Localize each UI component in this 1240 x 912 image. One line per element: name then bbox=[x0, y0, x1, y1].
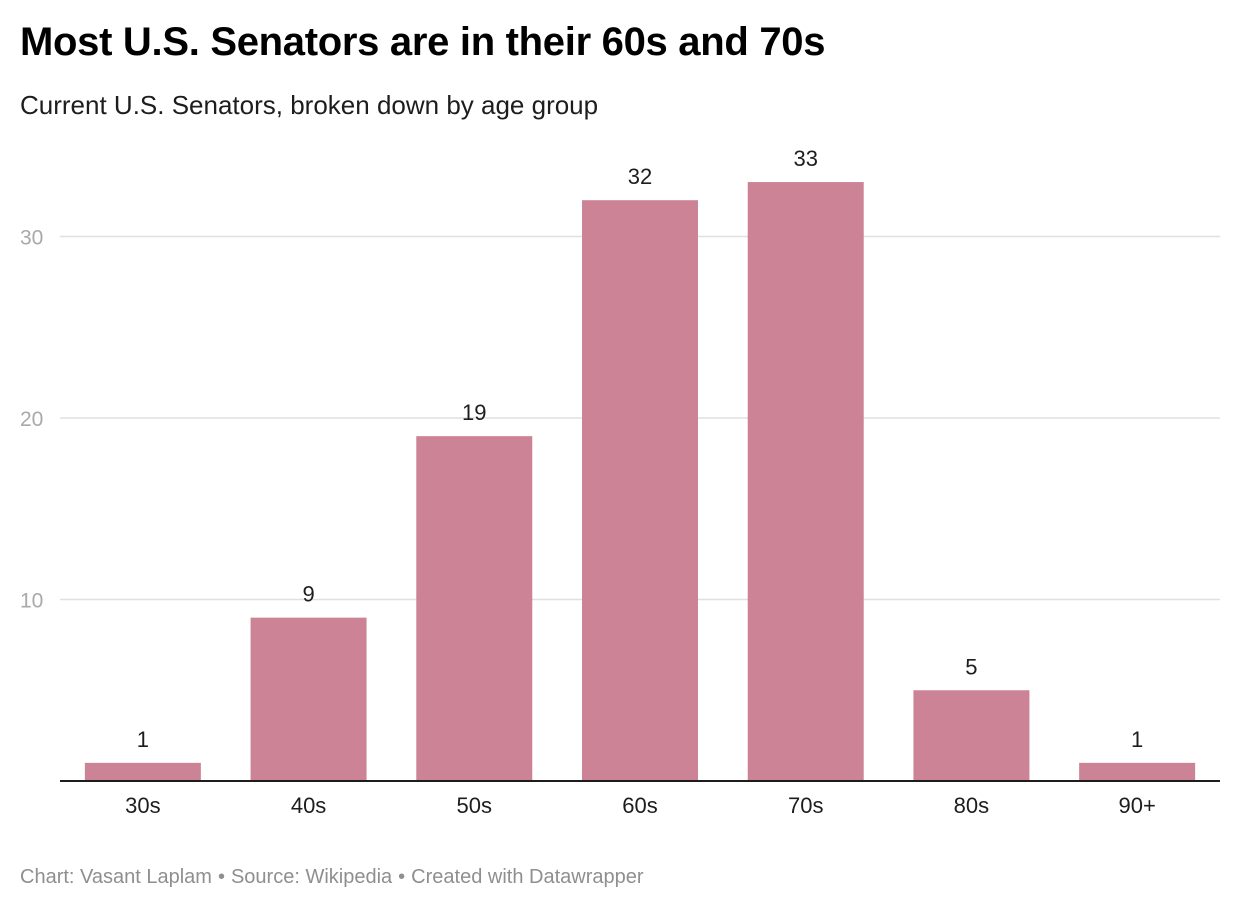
x-tick-label: 70s bbox=[788, 793, 823, 818]
data-label: 32 bbox=[628, 164, 652, 189]
bar bbox=[250, 617, 367, 781]
bar bbox=[84, 762, 201, 781]
footer-separator: • bbox=[398, 866, 406, 888]
chart-credit: Chart: Vasant Laplam bbox=[20, 866, 212, 888]
data-label: 9 bbox=[302, 582, 314, 607]
bar bbox=[1079, 762, 1196, 781]
x-tick-label: 60s bbox=[622, 793, 657, 818]
y-axis-ticks: 10 20 30 bbox=[20, 227, 43, 613]
x-tick-label: 50s bbox=[457, 793, 492, 818]
chart-subtitle: Current U.S. Senators, broken down by ag… bbox=[20, 90, 599, 120]
y-tick-label: 30 bbox=[20, 227, 43, 250]
data-label: 5 bbox=[965, 654, 977, 679]
bars bbox=[84, 182, 1196, 782]
x-tick-label: 30s bbox=[125, 793, 160, 818]
source-credit: Source: Wikipedia bbox=[230, 866, 393, 888]
bar bbox=[582, 200, 698, 781]
x-axis-ticks: 30s 40s 50s 60s 70s 80s 90+ bbox=[125, 793, 1156, 818]
bar bbox=[747, 182, 864, 782]
data-label: 1 bbox=[1131, 727, 1143, 752]
x-tick-label: 40s bbox=[291, 793, 326, 818]
y-tick-label: 10 bbox=[20, 590, 43, 613]
data-label: 19 bbox=[462, 400, 486, 425]
data-label: 1 bbox=[137, 727, 149, 752]
bar bbox=[416, 436, 533, 781]
created-with: Created with Datawrapper bbox=[411, 866, 644, 888]
chart-title: Most U.S. Senators are in their 60s and … bbox=[20, 20, 826, 64]
footer-separator: • bbox=[217, 866, 225, 888]
x-tick-label: 80s bbox=[954, 793, 989, 818]
data-label: 33 bbox=[793, 146, 817, 171]
bar bbox=[913, 690, 1030, 781]
x-tick-label: 90+ bbox=[1118, 793, 1155, 818]
y-tick-label: 20 bbox=[20, 408, 43, 431]
chart-footer: Chart: Vasant Laplam • Source: Wikipedia • C… bbox=[20, 866, 644, 889]
